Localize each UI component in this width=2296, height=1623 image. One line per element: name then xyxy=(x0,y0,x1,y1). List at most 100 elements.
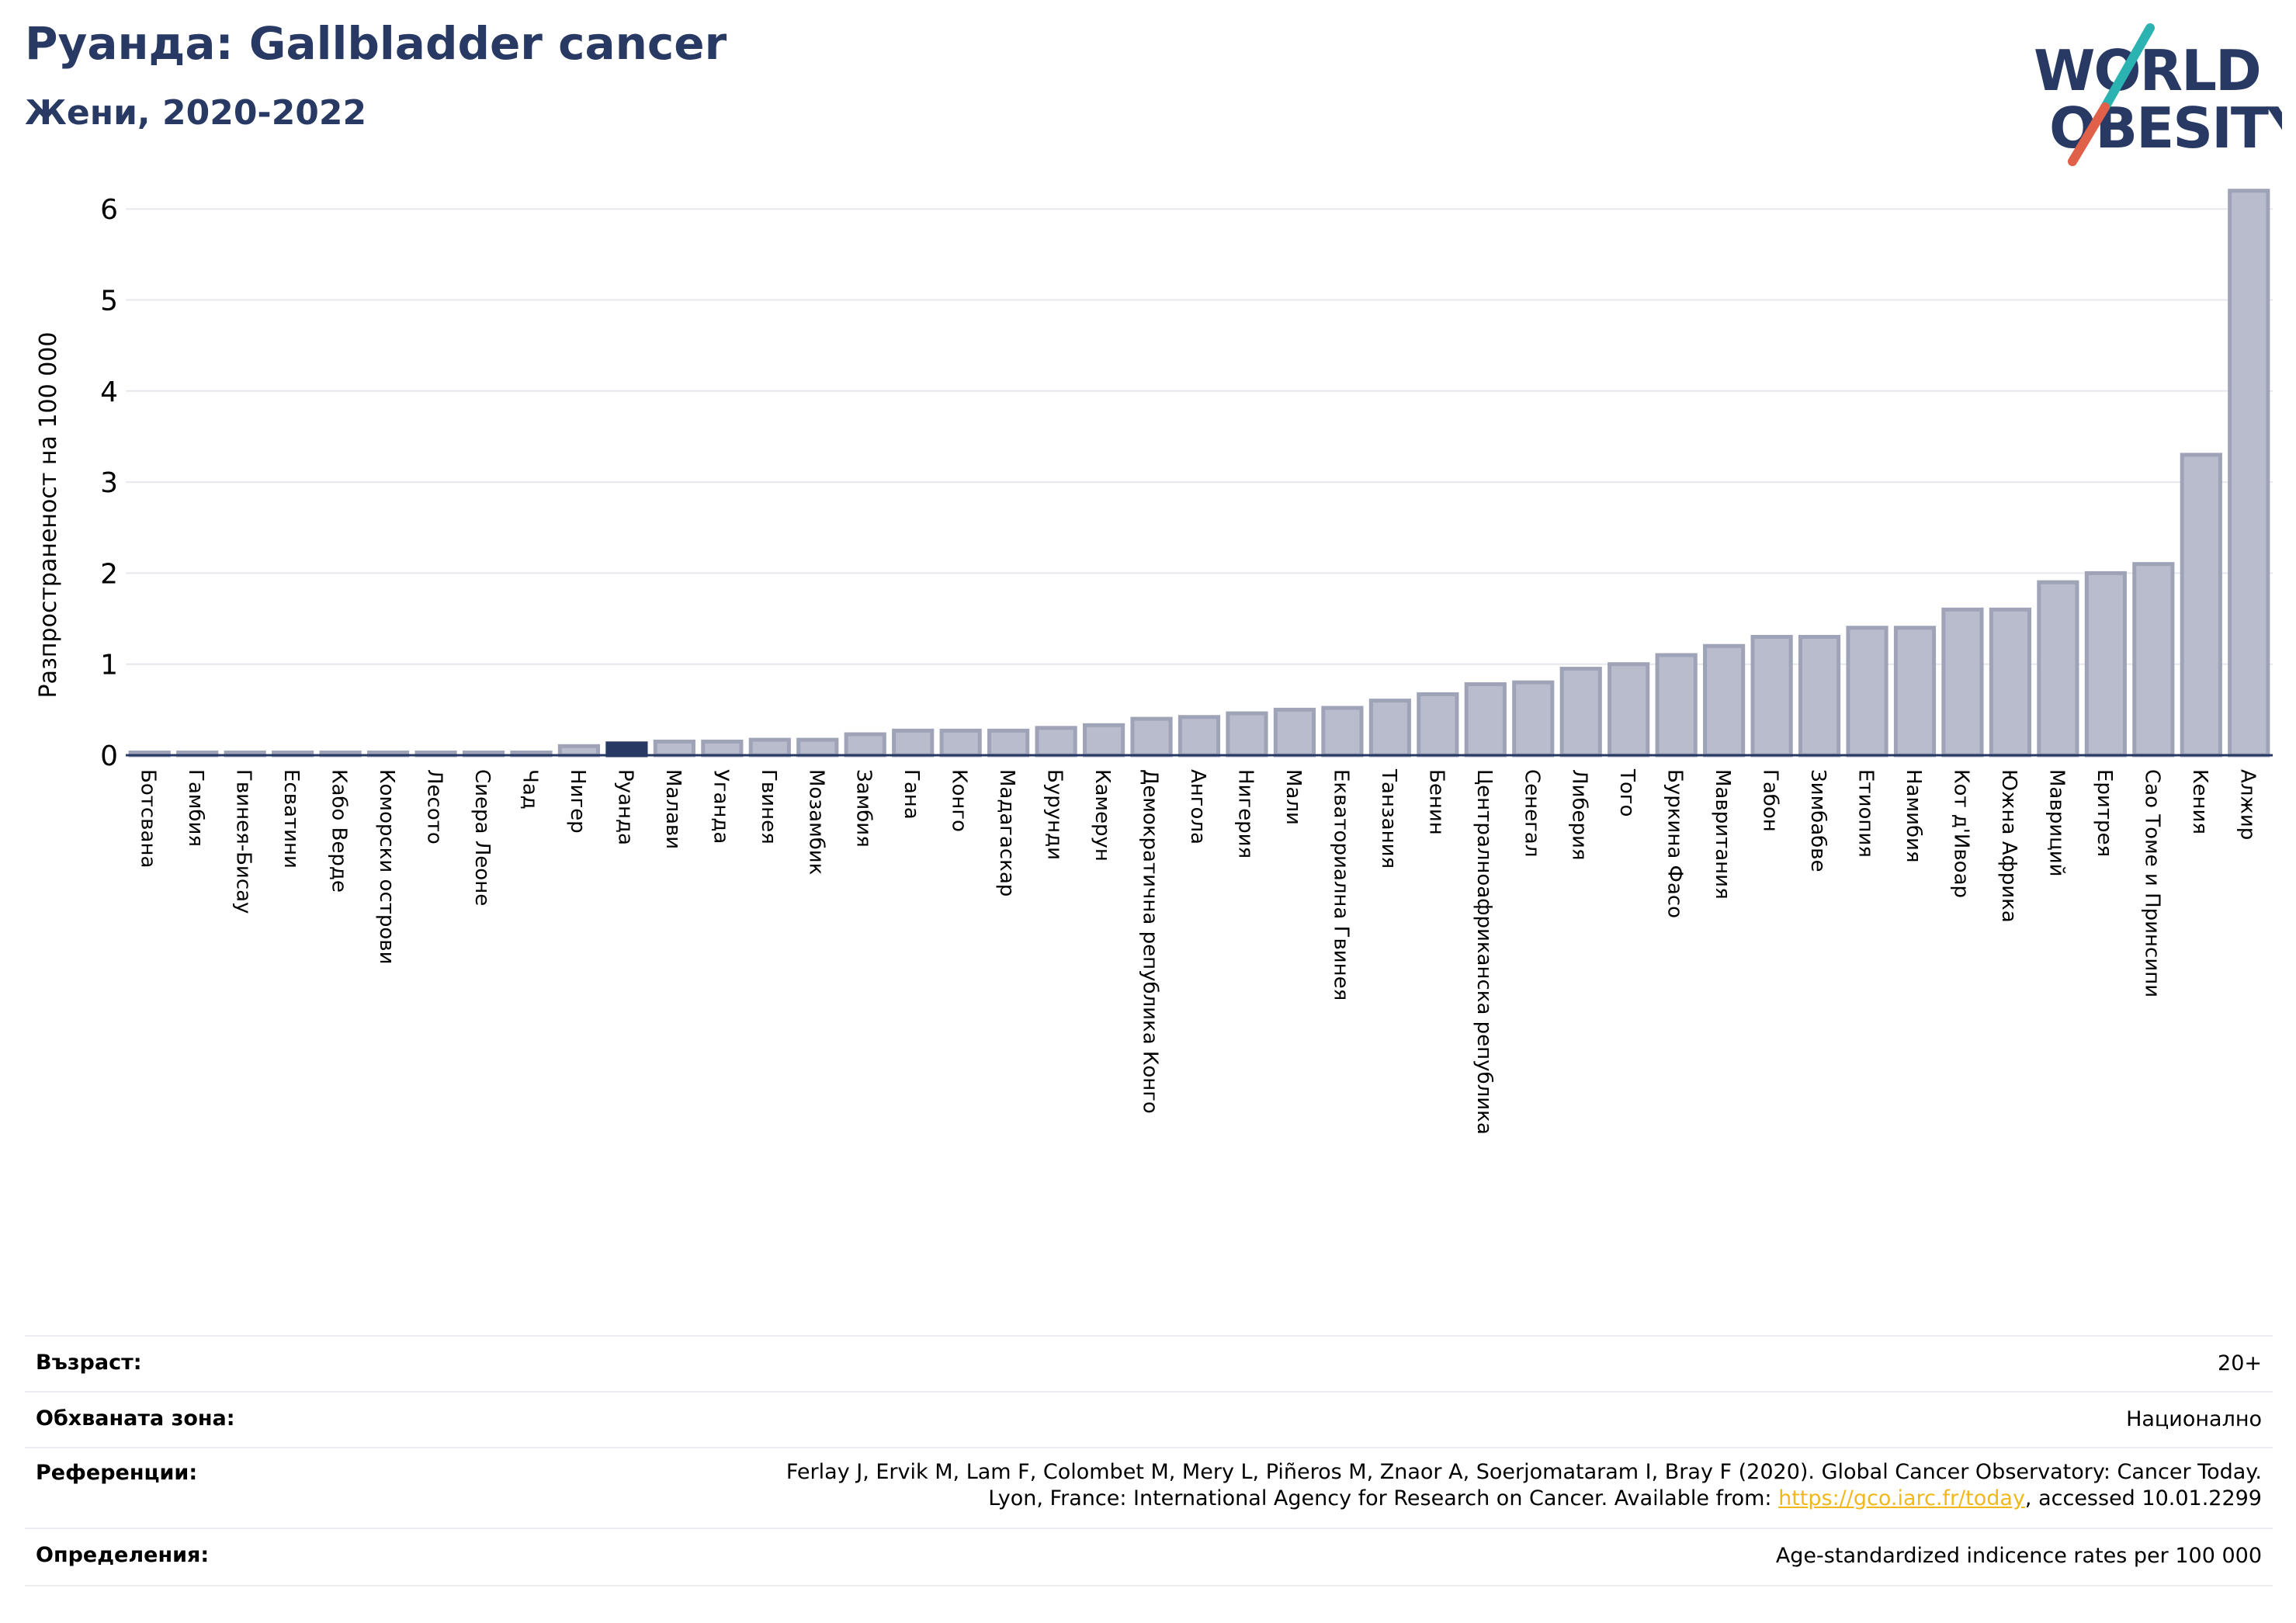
x-tick-label: Лесото xyxy=(423,769,446,844)
x-tick-label: Еритрея xyxy=(2093,769,2116,857)
y-tick-label: 3 xyxy=(100,467,118,499)
x-tick-label: Бурунди xyxy=(1043,769,1066,860)
x-tick-label: Централноафриканска република xyxy=(1472,769,1496,1135)
x-tick-label: Гана xyxy=(900,769,923,820)
bar xyxy=(1368,699,1411,758)
x-tick-label: Мали xyxy=(1282,769,1305,825)
x-tick-label: Намибия xyxy=(1902,769,1925,863)
x-tick-label: Мавритания xyxy=(1711,769,1734,900)
x-tick-label: Уганда xyxy=(709,769,732,844)
page-subtitle: Жени, 2020-2022 xyxy=(25,93,367,133)
bar xyxy=(2228,189,2270,758)
bar xyxy=(1177,715,1221,758)
y-tick-label: 4 xyxy=(100,376,118,408)
bar xyxy=(939,728,982,758)
bar xyxy=(892,728,935,758)
x-tick-label: Танзания xyxy=(1377,768,1400,869)
bar xyxy=(1130,716,1173,758)
x-tick-label: Буркина Фасо xyxy=(1663,769,1687,918)
x-tick-label: Чад xyxy=(518,769,541,810)
x-tick-label: Кабо Верде xyxy=(328,769,351,893)
logo-slash-red xyxy=(2068,102,2110,166)
references-line2: Lyon, France: International Agency for R… xyxy=(988,1486,2262,1510)
bar xyxy=(2037,580,2079,758)
bar xyxy=(1846,626,1888,758)
x-tick-label: Демократична република Конго xyxy=(1139,769,1162,1114)
x-tick-label: Замбия xyxy=(852,769,876,848)
bar xyxy=(2084,570,2127,758)
bar xyxy=(1798,635,1841,758)
references-label: Референции: xyxy=(36,1461,198,1485)
bar xyxy=(1082,723,1125,758)
x-tick-label: Нигер xyxy=(566,769,589,834)
x-tick-label: Есватини xyxy=(279,769,303,869)
x-tick-label: Гвинея-Бисау xyxy=(232,769,255,914)
x-tick-label: Зимбабве xyxy=(1806,769,1830,872)
x-tick-label: Руанда xyxy=(613,769,636,845)
x-tick-label: Сао Томе и Принсипи xyxy=(2140,769,2163,997)
bar xyxy=(748,737,791,758)
definitions-label: Определения: xyxy=(36,1543,210,1567)
x-axis-labels: Ботсвана Гамбия Гвинея-Бисау Есватини Кабо В… xyxy=(137,768,2260,1135)
x-tick-label: Бенин xyxy=(1424,769,1448,835)
bar xyxy=(987,728,1030,758)
bar xyxy=(2132,562,2175,758)
gco-link[interactable]: https://gco.iarc.fr/today xyxy=(1778,1486,2025,1510)
y-tick-label: 6 xyxy=(100,194,118,226)
x-tick-label: Етиопия xyxy=(1854,769,1878,858)
x-tick-label: Мозамбик xyxy=(804,769,827,875)
bar xyxy=(1655,653,1698,758)
x-tick-label: Алжир xyxy=(2235,769,2259,840)
bar xyxy=(1035,726,1077,758)
bar xyxy=(1989,607,2032,758)
area-value: Национално xyxy=(2126,1407,2262,1431)
bar xyxy=(1750,635,1793,758)
bar xyxy=(1559,667,1602,758)
bar xyxy=(1703,643,1746,758)
info-row-age: Възраст: 20+ xyxy=(25,1335,2273,1392)
area-label: Обхваната зона: xyxy=(36,1406,235,1431)
bar xyxy=(1941,607,1984,758)
x-tick-label: Сиера Леоне xyxy=(470,769,494,906)
references-line1: Ferlay J, Ervik M, Lam F, Colombet M, Me… xyxy=(786,1460,2262,1484)
bar xyxy=(1273,707,1316,758)
info-row-area: Обхваната зона: Национално xyxy=(25,1391,2273,1448)
x-tick-label: Либерия xyxy=(1568,769,1591,861)
bar xyxy=(844,732,886,758)
y-axis-ticks: 0 1 2 3 4 5 6 xyxy=(100,194,118,772)
bar-chart: 0 1 2 3 4 5 6 Ботсвана Гамбия Гвинея-Бисау Есвати… xyxy=(35,189,2273,1135)
x-tick-label: Конго xyxy=(948,769,971,832)
x-tick-label: Южна Африка xyxy=(1997,769,2020,923)
x-tick-label: Екваториална Гвинея xyxy=(1329,769,1352,1001)
x-tick-label: Мадагаскар xyxy=(995,769,1018,896)
bar xyxy=(1512,680,1555,758)
x-tick-label: Гамбия xyxy=(184,769,207,847)
world-obesity-logo: WORLD OBESITY xyxy=(2034,23,2282,166)
x-tick-label: Малави xyxy=(661,769,685,849)
x-tick-label: Нигерия xyxy=(1233,769,1257,858)
x-tick-label: Камерун xyxy=(1091,769,1114,862)
x-tick-label: Гвинея xyxy=(757,769,780,844)
x-tick-label: Сенегал xyxy=(1520,769,1543,857)
bar xyxy=(2180,453,2222,758)
info-row-definitions: Определения: Age-standardized indicence … xyxy=(25,1528,2273,1587)
bar xyxy=(701,739,744,758)
bar xyxy=(1464,682,1507,758)
bar xyxy=(1893,626,1937,758)
y-tick-label: 0 xyxy=(100,740,118,772)
x-tick-label: Мавриций xyxy=(2045,769,2068,877)
age-value: 20+ xyxy=(2218,1351,2262,1375)
x-tick-label: Кот д'Ивоар xyxy=(1949,769,1972,898)
definitions-value: Age-standardized indicence rates per 100… xyxy=(1775,1544,2262,1568)
chart-grid xyxy=(126,208,2273,665)
page-title: Руанда: Gallbladder cancer xyxy=(25,17,727,70)
x-tick-label: Того xyxy=(1615,768,1639,817)
bar xyxy=(1608,662,1650,758)
x-tick-label: Габон xyxy=(1759,769,1782,832)
y-tick-label: 5 xyxy=(100,286,118,317)
x-tick-label: Ботсвана xyxy=(137,769,160,868)
age-label: Възраст: xyxy=(36,1351,142,1375)
bar xyxy=(796,737,839,758)
bar xyxy=(1321,706,1364,758)
chart-bars xyxy=(128,189,2270,758)
